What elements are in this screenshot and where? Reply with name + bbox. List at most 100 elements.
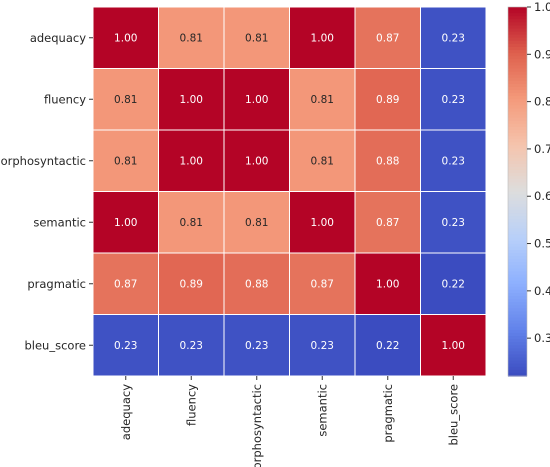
colorbar-segment (508, 274, 527, 279)
y-tick-label: semantic (33, 215, 86, 229)
colorbar-segment (508, 348, 527, 352)
colorbar-segment (508, 292, 527, 297)
cell-value-label: 0.81 (311, 94, 334, 106)
colorbar-segment (508, 280, 527, 285)
colorbar-segment (508, 114, 527, 119)
colorbar-segment (508, 228, 527, 233)
colorbar-segment (508, 354, 527, 359)
colorbar-segment (508, 71, 527, 76)
colorbar-segment (508, 323, 527, 328)
colorbar-segment (508, 351, 527, 356)
colorbar-tick-label: 0.4 (534, 284, 550, 298)
colorbar-segment (508, 86, 527, 91)
cell-value-label: 0.87 (376, 32, 399, 44)
colorbar-segment (508, 185, 527, 190)
cell-value-label: 0.89 (376, 94, 399, 106)
colorbar-segment (508, 311, 527, 316)
colorbar-segment (508, 336, 527, 340)
colorbar-segment (508, 102, 527, 106)
cell-value-label: 0.22 (442, 278, 465, 290)
colorbar-segment (508, 225, 527, 229)
colorbar-segment (508, 200, 527, 205)
colorbar-segment (508, 46, 527, 51)
colorbar-segment (508, 277, 527, 282)
colorbar-tick-label: 0.9 (534, 47, 550, 61)
colorbar-segment (508, 234, 527, 239)
colorbar-segment (508, 43, 527, 48)
colorbar-segment (508, 345, 527, 349)
colorbar-segment (508, 117, 527, 122)
colorbar-segment (508, 289, 527, 294)
colorbar-segment (508, 31, 527, 36)
heatmap-cell-pragmatic-bleu_score (420, 252, 487, 315)
colorbar-segment (508, 256, 527, 260)
colorbar-segment (508, 222, 527, 226)
colorbar-segment (508, 360, 527, 365)
heatmap-cells (92, 6, 487, 377)
cell-value-label: 0.88 (376, 155, 399, 167)
colorbar-segment (508, 68, 527, 73)
colorbar-tick-label: 0.3 (534, 331, 550, 345)
x-tick-label: morphosyntactic (250, 384, 264, 467)
colorbar-segment (508, 317, 527, 322)
cell-value-label: 0.81 (245, 217, 268, 229)
cell-value-label: 0.23 (311, 340, 334, 352)
colorbar-segment (508, 271, 527, 276)
colorbar-segment (508, 160, 527, 165)
y-tick-label: bleu_score (24, 338, 86, 352)
colorbar-tick-label: 0.7 (534, 142, 550, 156)
colorbar-segment (508, 148, 527, 153)
colorbar-segment (508, 302, 527, 306)
colorbar-segment (508, 197, 527, 202)
colorbar-segment (508, 286, 527, 291)
colorbar-segment (508, 237, 527, 242)
colorbar-segment (508, 59, 527, 63)
colorbar-segment (508, 111, 527, 116)
colorbar-segment (508, 28, 527, 33)
colorbar-segment (508, 40, 527, 45)
colorbar-segment (508, 188, 527, 193)
heatmap-cell-adequacy-adequacy (92, 6, 159, 69)
colorbar-tick-label: 0.8 (534, 95, 550, 109)
heatmap-cell-semantic-semantic (289, 191, 356, 254)
colorbar-segment (508, 283, 527, 288)
x-tick-label: bleu_score (446, 384, 460, 446)
colorbar-segment (508, 246, 527, 251)
colorbar-segment (508, 296, 527, 300)
cell-value-label: 1.00 (376, 278, 399, 290)
heatmap-cell-adequacy-fluency (158, 6, 225, 69)
colorbar-segment (508, 219, 527, 223)
heatmap-cell-fluency-bleu_score (420, 68, 487, 131)
colorbar-segment (508, 93, 527, 97)
heatmap-cell-pragmatic-morphosyntactic (223, 252, 290, 315)
x-tick-label: adequacy (119, 384, 133, 440)
heatmap-cell-pragmatic-pragmatic (354, 252, 421, 315)
colorbar-segment (508, 299, 527, 303)
colorbar-segment (508, 99, 527, 103)
colorbar-segment (508, 62, 527, 67)
heatmap-cell-morphosyntactic-bleu_score (420, 129, 487, 192)
colorbar-segment (508, 145, 527, 150)
colorbar-segment (508, 77, 527, 82)
colorbar-segment (508, 130, 527, 134)
x-tick-label: fluency (184, 384, 198, 426)
colorbar-segment (508, 34, 527, 39)
colorbar-segment (508, 157, 527, 162)
heatmap-cell-adequacy-morphosyntactic (223, 6, 290, 69)
colorbar-segment (508, 203, 527, 208)
cell-value-label: 0.23 (442, 94, 465, 106)
x-tick-label: semantic (315, 384, 329, 437)
heatmap-cell-morphosyntactic-fluency (158, 129, 225, 192)
cell-value-label: 0.87 (376, 217, 399, 229)
colorbar-segment (508, 136, 527, 140)
colorbar-segment (508, 163, 527, 168)
colorbar-segment (508, 37, 527, 42)
colorbar-segment (508, 326, 527, 331)
cell-value-label: 1.00 (245, 155, 268, 167)
colorbar-segment (508, 173, 527, 177)
cell-value-label: 0.81 (245, 32, 268, 44)
colorbar-segment (508, 90, 527, 94)
colorbar-segment (508, 372, 527, 377)
heatmap-cell-fluency-semantic (289, 68, 356, 131)
